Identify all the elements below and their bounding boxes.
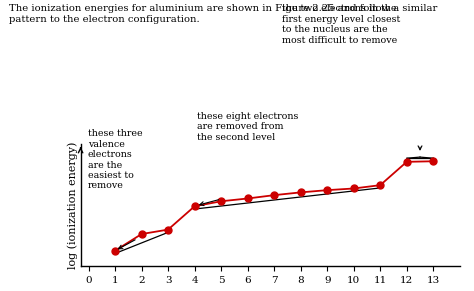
Point xyxy=(297,190,304,195)
Text: these eight electrons
are removed from
the second level: these eight electrons are removed from t… xyxy=(197,112,298,142)
Point xyxy=(218,199,225,204)
Point xyxy=(323,188,331,192)
Point xyxy=(111,249,119,253)
Point xyxy=(270,193,278,198)
Point xyxy=(429,159,437,164)
Text: these three
valence
electrons
are the
easiest to
remove: these three valence electrons are the ea… xyxy=(88,129,142,191)
Y-axis label: log (ionization energy): log (ionization energy) xyxy=(67,141,78,269)
Point xyxy=(164,227,172,232)
X-axis label: ionization number: ionization number xyxy=(219,290,322,291)
Text: The ionization energies for aluminium are shown in Figure 2.25 and follow a simi: The ionization energies for aluminium ar… xyxy=(9,4,438,24)
Point xyxy=(191,204,199,209)
Point xyxy=(376,183,384,187)
Point xyxy=(350,186,357,191)
Point xyxy=(244,196,251,201)
Point xyxy=(138,232,146,236)
Point xyxy=(403,159,410,164)
Text: the two electrons in the
first energy level closest
to the nucleus are the
most : the two electrons in the first energy le… xyxy=(282,4,400,45)
